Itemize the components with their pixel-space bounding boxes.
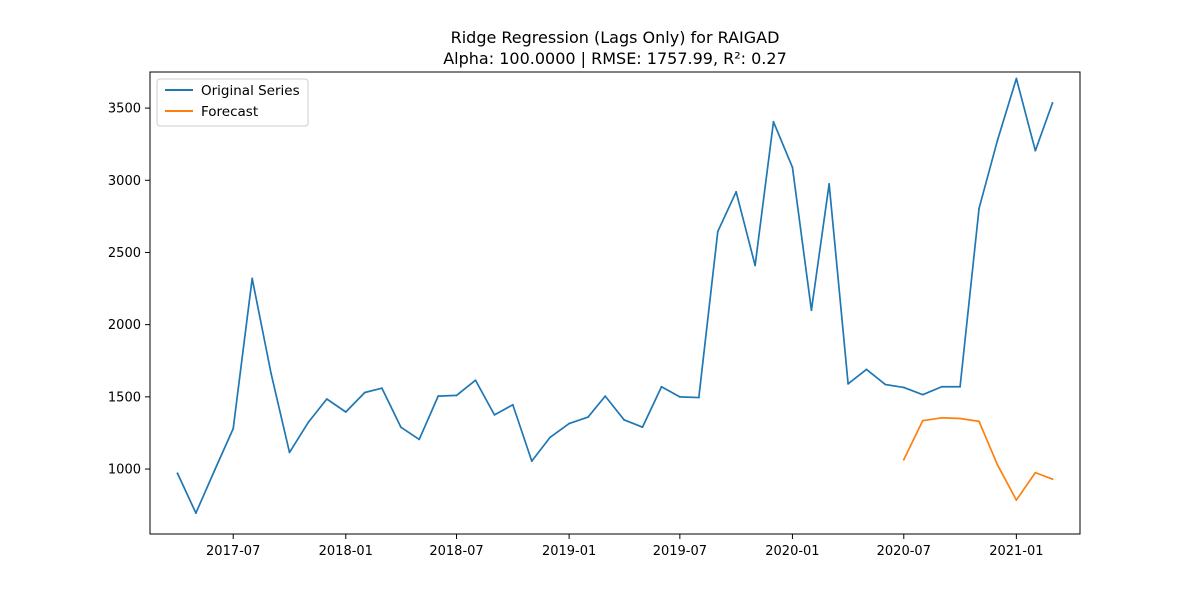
data-point-original-series bbox=[455, 394, 458, 397]
data-point-original-series bbox=[288, 451, 291, 454]
data-point-original-series bbox=[232, 427, 235, 430]
data-point-original-series bbox=[865, 368, 868, 371]
data-point-original-series bbox=[194, 512, 197, 514]
data-point-original-series bbox=[735, 190, 738, 193]
y-tick-label: 2500 bbox=[108, 246, 141, 261]
data-point-forecast bbox=[940, 416, 943, 419]
data-point-original-series bbox=[754, 264, 757, 267]
data-point-original-series bbox=[587, 416, 589, 418]
data-point-original-series bbox=[772, 120, 775, 123]
data-point-forecast bbox=[1034, 471, 1037, 474]
chart-title-line1: Ridge Regression (Lags Only) for RAIGAD bbox=[451, 28, 780, 47]
y-tick-label: 1000 bbox=[108, 463, 141, 478]
data-point-forecast bbox=[921, 419, 924, 422]
data-point-original-series bbox=[902, 386, 905, 389]
data-point-original-series bbox=[716, 230, 719, 233]
x-tick-label: 2018-01 bbox=[319, 544, 373, 559]
data-point-original-series bbox=[884, 383, 887, 386]
data-point-original-series bbox=[978, 207, 980, 210]
data-point-original-series bbox=[511, 403, 514, 406]
data-point-original-series bbox=[1051, 102, 1054, 104]
data-point-original-series bbox=[363, 391, 366, 394]
data-point-original-series bbox=[380, 387, 383, 390]
data-point-original-series bbox=[604, 395, 607, 398]
data-point-original-series bbox=[549, 436, 552, 439]
data-point-original-series bbox=[307, 421, 310, 424]
data-point-original-series bbox=[493, 413, 496, 416]
x-axis: 2017-07 2018-01 2018-07 2019-01 2019-07 2020-… bbox=[206, 534, 1044, 559]
data-point-original-series bbox=[176, 472, 179, 475]
data-point-original-series bbox=[921, 393, 924, 396]
data-point-forecast bbox=[1015, 499, 1018, 501]
data-point-forecast bbox=[959, 417, 961, 420]
x-tick-label: 2017-07 bbox=[206, 544, 260, 559]
data-point-original-series bbox=[474, 379, 477, 382]
data-point-original-series bbox=[940, 385, 943, 388]
y-tick-label: 1500 bbox=[108, 390, 141, 405]
data-point-original-series bbox=[791, 166, 794, 169]
data-point-original-series bbox=[1015, 77, 1018, 80]
x-tick-label: 2018-07 bbox=[429, 544, 483, 559]
x-tick-label: 2021-01 bbox=[989, 544, 1043, 559]
y-tick-label: 2000 bbox=[108, 318, 141, 333]
data-point-forecast bbox=[996, 463, 999, 466]
y-axis: 1000 1500 2000 2500 3000 3500 bbox=[108, 102, 150, 478]
data-point-original-series bbox=[847, 382, 850, 385]
x-tick-label: 2019-01 bbox=[542, 544, 596, 559]
data-point-forecast bbox=[902, 458, 905, 461]
data-point-original-series bbox=[437, 395, 440, 398]
legend: Original Series Forecast bbox=[156, 78, 309, 127]
data-point-original-series bbox=[678, 395, 681, 398]
data-point-original-series bbox=[270, 372, 273, 375]
x-tick-label: 2020-01 bbox=[765, 544, 819, 559]
data-point-forecast bbox=[978, 420, 980, 423]
data-point-original-series bbox=[996, 139, 999, 142]
data-point-original-series bbox=[959, 385, 961, 388]
plot-frame bbox=[149, 71, 1081, 535]
data-point-original-series bbox=[810, 309, 813, 312]
data-point-original-series bbox=[568, 422, 571, 425]
chart-title-line2: Alpha: 100.0000 | RMSE: 1757.99, R²: 0.2… bbox=[443, 49, 787, 68]
series-layer bbox=[176, 77, 1054, 514]
data-point-original-series bbox=[399, 426, 402, 429]
data-point-original-series bbox=[251, 277, 254, 280]
x-tick-label: 2020-07 bbox=[877, 544, 931, 559]
y-tick-label: 3000 bbox=[108, 174, 141, 189]
data-point-original-series bbox=[530, 460, 533, 462]
data-point-original-series bbox=[213, 468, 216, 471]
legend-label-forecast: Forecast bbox=[201, 104, 258, 120]
data-point-original-series bbox=[660, 385, 663, 388]
legend-label-original-series: Original Series bbox=[201, 83, 300, 99]
data-point-original-series bbox=[623, 419, 626, 421]
legend-box bbox=[156, 78, 309, 127]
data-point-original-series bbox=[418, 438, 421, 441]
data-point-forecast bbox=[1051, 478, 1054, 481]
y-tick-label: 3500 bbox=[108, 102, 141, 117]
data-point-original-series bbox=[1034, 149, 1037, 152]
data-point-original-series bbox=[344, 411, 347, 413]
data-point-original-series bbox=[828, 182, 831, 185]
data-point-original-series bbox=[325, 398, 328, 400]
x-tick-label: 2019-07 bbox=[653, 544, 707, 559]
data-point-original-series bbox=[697, 396, 700, 399]
data-point-original-series bbox=[641, 426, 644, 429]
series-line-original-series bbox=[176, 77, 1054, 514]
